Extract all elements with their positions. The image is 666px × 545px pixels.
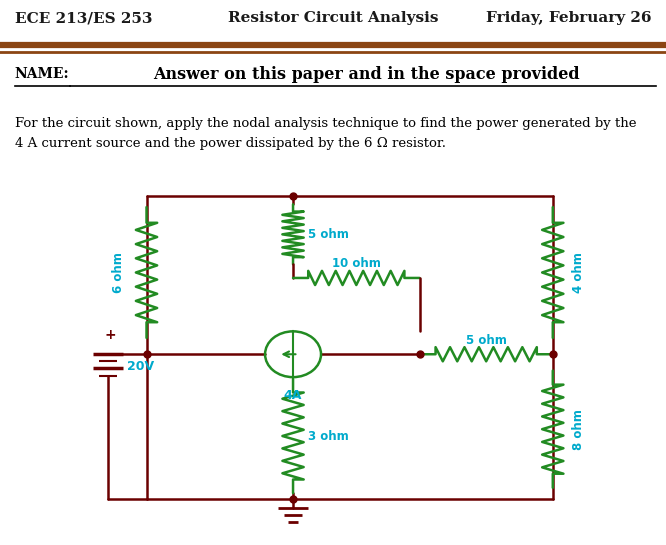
Text: 10 ohm: 10 ohm	[332, 257, 381, 270]
Text: 4A: 4A	[284, 389, 302, 402]
Text: +: +	[105, 328, 117, 342]
Text: 6 ohm: 6 ohm	[112, 252, 125, 293]
Text: 4 A current source and the power dissipated by the 6 Ω resistor.: 4 A current source and the power dissipa…	[15, 137, 446, 149]
Text: NAME:: NAME:	[15, 68, 69, 81]
Text: 5 ohm: 5 ohm	[308, 228, 348, 241]
Text: Answer on this paper and in the space provided: Answer on this paper and in the space pr…	[153, 66, 579, 83]
Text: 8 ohm: 8 ohm	[571, 409, 585, 450]
Text: Friday, February 26: Friday, February 26	[486, 11, 651, 25]
Text: 20V: 20V	[127, 360, 154, 373]
Text: 4 ohm: 4 ohm	[571, 252, 585, 293]
Text: For the circuit shown, apply the nodal analysis technique to find the power gene: For the circuit shown, apply the nodal a…	[15, 118, 636, 130]
Text: 3 ohm: 3 ohm	[308, 429, 348, 443]
Text: Resistor Circuit Analysis: Resistor Circuit Analysis	[228, 11, 438, 25]
Text: 5 ohm: 5 ohm	[466, 334, 507, 347]
Text: ECE 213/ES 253: ECE 213/ES 253	[15, 11, 152, 25]
